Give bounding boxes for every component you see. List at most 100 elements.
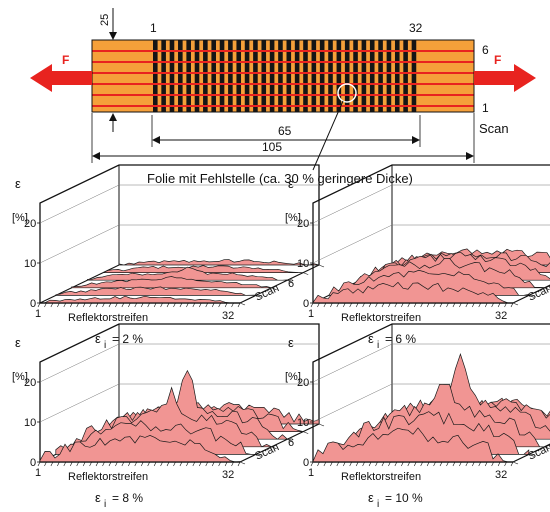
x-tick: [76, 302, 79, 308]
scan-tick: [303, 272, 309, 275]
x-tick: [179, 302, 183, 308]
grid-line: [312, 383, 550, 423]
y-axis-unit: [%]: [12, 371, 28, 383]
x-tick: [484, 461, 488, 467]
x-tick: [317, 461, 320, 467]
x-tick: [491, 302, 494, 308]
scan-tick: [239, 302, 246, 306]
y-axis-unit: [%]: [285, 371, 301, 383]
scan-tick: [287, 279, 293, 283]
x-tick: [160, 461, 163, 467]
x-tick: [115, 461, 118, 467]
x-tick: [459, 302, 462, 308]
reflector-strip: [361, 40, 367, 112]
x-tick: [50, 461, 54, 467]
reflector-strip: [228, 40, 233, 112]
x-tick: [465, 461, 469, 467]
x-tick: [50, 302, 54, 308]
y-tick-label: 20: [297, 377, 309, 389]
x-tick: [128, 461, 131, 467]
x-tick: [420, 302, 423, 308]
x-tick: [224, 461, 228, 467]
x-tick: [439, 461, 443, 467]
x-tick: [211, 461, 215, 467]
y-tick-label: 20: [297, 218, 309, 230]
reflector-strip: [169, 40, 175, 112]
scan-tick: [528, 454, 534, 457]
x-tick: [478, 302, 482, 308]
reflector-strip: [336, 40, 342, 112]
scan-axis: [512, 284, 550, 304]
x-tick: [491, 461, 494, 467]
x-tick: [375, 461, 378, 467]
x-tick: [484, 302, 488, 308]
scan-profile: [87, 266, 288, 281]
x-tick: [205, 461, 209, 467]
x-tick: [218, 461, 221, 467]
x-tick: [108, 461, 112, 467]
reflector-strips: [153, 40, 417, 112]
x-tick: [192, 302, 196, 308]
x-tick: [362, 461, 365, 467]
scan-lines: [92, 50, 474, 107]
x-tick: [192, 461, 196, 467]
reflector-strip: [269, 40, 275, 112]
scan-profile: [118, 259, 320, 266]
x-tick: [446, 302, 449, 308]
y-tick-label: 20: [24, 218, 36, 230]
y-tick-label: 0: [30, 298, 36, 310]
y-axis-unit: [%]: [285, 212, 301, 224]
grid-line: [39, 224, 319, 264]
x-end-label: 32: [222, 469, 234, 481]
x-tick: [478, 461, 482, 467]
force-arrow-left: [30, 64, 92, 92]
y-tick-label: 0: [303, 298, 309, 310]
scan-profile: [312, 281, 513, 304]
x-tick: [44, 302, 47, 308]
x-tick: [355, 302, 359, 308]
scan-tick: [318, 264, 325, 268]
caption-symbol: ε: [368, 490, 374, 505]
x-tick: [413, 302, 417, 308]
caption-subscript: i: [377, 340, 379, 351]
x-tick: [504, 302, 507, 308]
x-start-label: 1: [35, 467, 41, 479]
x-tick: [231, 302, 234, 308]
caption-value: = 10 %: [385, 491, 423, 505]
x-tick: [186, 302, 189, 308]
defect-marker: [337, 83, 357, 103]
reflector-strip: [219, 40, 225, 112]
x-tick: [472, 461, 475, 467]
scan-axis: [239, 423, 320, 463]
scan-tick: [303, 431, 309, 434]
x-tick: [497, 461, 501, 467]
x-tick: [95, 302, 99, 308]
x-tick: [153, 302, 157, 308]
grid-line: [39, 343, 319, 383]
y-axis-symbol: ε: [15, 176, 21, 191]
x-tick: [310, 302, 314, 308]
y-tick-label: 10: [297, 417, 309, 429]
scan-profile: [71, 276, 272, 289]
reflector-strip: [328, 40, 333, 112]
reflector-strip: [344, 40, 350, 112]
x-tick: [407, 461, 411, 467]
scan-profile: [103, 265, 304, 273]
x-tick: [166, 461, 170, 467]
reflector-strip: [203, 40, 208, 112]
x-tick: [199, 461, 202, 467]
x-tick: [140, 461, 144, 467]
reflector-strip: [353, 40, 358, 112]
scan-tick: [544, 446, 550, 450]
x-tick: [355, 461, 359, 467]
x-tick: [69, 302, 73, 308]
x-tick: [336, 302, 340, 308]
scan-top-label: 6: [482, 43, 489, 57]
dim-65-label: 65: [278, 124, 292, 138]
y-tick-label: 20: [24, 377, 36, 389]
dim-25-label: 25: [99, 14, 111, 26]
x-tick: [153, 461, 157, 467]
x-tick: [205, 302, 209, 308]
x-tick: [349, 302, 352, 308]
